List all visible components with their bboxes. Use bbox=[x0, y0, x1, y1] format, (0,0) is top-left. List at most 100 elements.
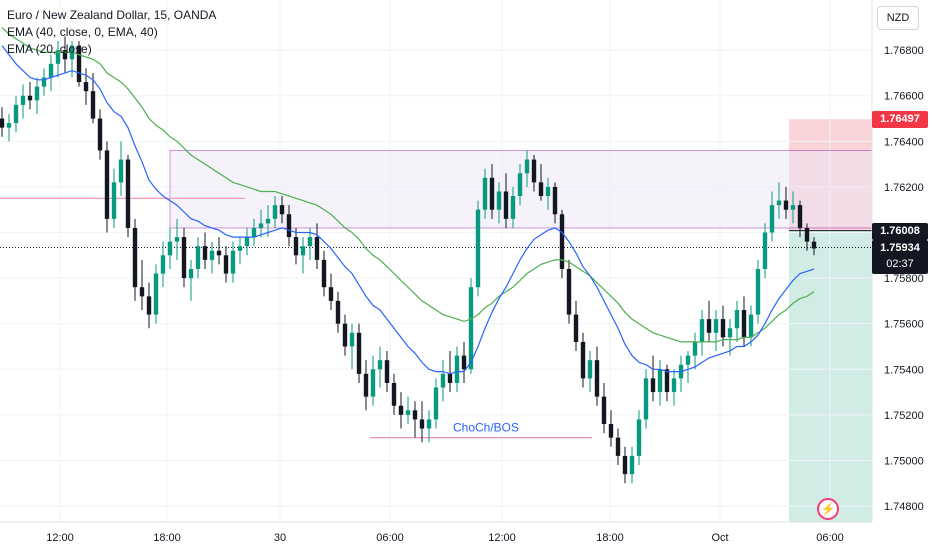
candle-body bbox=[741, 310, 747, 338]
candle-body bbox=[370, 369, 376, 397]
y-tick-label: 1.76200 bbox=[884, 182, 924, 194]
x-tick-label: 18:00 bbox=[153, 532, 181, 544]
candle-body bbox=[216, 250, 222, 256]
candle-body bbox=[783, 200, 789, 210]
candle-body bbox=[321, 259, 327, 288]
candle-body bbox=[111, 182, 117, 219]
candle-body bbox=[27, 95, 33, 101]
chart-legend: Euro / New Zealand Dollar, 15, OANDA EMA… bbox=[7, 7, 216, 58]
candle-body bbox=[356, 332, 362, 374]
countdown-timer: 02:37 bbox=[886, 257, 914, 270]
candle-body bbox=[300, 246, 306, 256]
candle-body bbox=[286, 214, 292, 238]
candle-body bbox=[314, 237, 320, 260]
candle-body bbox=[531, 159, 537, 183]
currency-button[interactable]: NZD bbox=[877, 6, 919, 30]
candle-body bbox=[734, 310, 740, 329]
candle-body bbox=[566, 268, 572, 315]
candle-body bbox=[650, 378, 656, 393]
candle-body bbox=[223, 255, 229, 274]
candle-body bbox=[174, 237, 180, 242]
ema20-legend[interactable]: EMA (20, close) bbox=[7, 42, 92, 56]
ema20-line bbox=[1, 45, 815, 375]
candle-body bbox=[188, 268, 194, 279]
x-tick-label: 06:00 bbox=[376, 532, 404, 544]
candle-body bbox=[559, 214, 565, 269]
ema40-line bbox=[1, 26, 815, 343]
symbol-title[interactable]: Euro / New Zealand Dollar, 15, OANDA bbox=[7, 8, 217, 22]
x-tick-label: 18:00 bbox=[596, 532, 624, 544]
candle-body bbox=[636, 419, 642, 456]
candle-body bbox=[258, 223, 264, 228]
x-tick-label: 06:00 bbox=[816, 532, 844, 544]
candle-body bbox=[468, 287, 474, 370]
candle-body bbox=[482, 177, 488, 210]
candle-body bbox=[398, 405, 404, 415]
candle-body bbox=[76, 45, 82, 83]
candle-body bbox=[62, 50, 68, 60]
bos-label: ChoCh/BOS bbox=[453, 421, 519, 435]
candle-body bbox=[293, 237, 299, 256]
candle-body bbox=[349, 332, 355, 347]
candle-body bbox=[90, 91, 96, 119]
y-tick-label: 1.76800 bbox=[884, 45, 924, 57]
candle-body bbox=[125, 159, 131, 228]
last-price-badge: 1.75934 02:37 bbox=[872, 239, 928, 274]
candle-body bbox=[608, 423, 614, 438]
ema40-legend[interactable]: EMA (40, close, 0, EMA, 40) bbox=[7, 25, 158, 39]
lightning-icon[interactable]: ⚡ bbox=[817, 498, 839, 520]
candle-body bbox=[601, 396, 607, 424]
candle-body bbox=[706, 319, 712, 333]
candle-body bbox=[762, 232, 768, 269]
candle-body bbox=[797, 205, 803, 228]
candle-body bbox=[48, 63, 54, 78]
candle-body bbox=[496, 191, 502, 210]
candle-body bbox=[83, 82, 89, 92]
candle-body bbox=[503, 191, 509, 219]
candle-body bbox=[615, 437, 621, 456]
candle-body bbox=[629, 455, 635, 475]
candle-body bbox=[713, 319, 719, 333]
candle-body bbox=[811, 241, 817, 249]
candle-body bbox=[202, 246, 208, 260]
x-tick-label: 12:00 bbox=[46, 532, 74, 544]
candle-body bbox=[391, 382, 397, 406]
y-tick-label: 1.76400 bbox=[884, 136, 924, 148]
candle-body bbox=[755, 268, 761, 315]
candle-body bbox=[426, 419, 432, 429]
candle-body bbox=[748, 314, 754, 338]
entry-price-badge: 1.76008 bbox=[872, 222, 928, 240]
candle-body bbox=[181, 237, 187, 279]
candle-body bbox=[552, 186, 558, 215]
y-tick-label: 1.75200 bbox=[884, 410, 924, 422]
y-tick-label: 1.75600 bbox=[884, 319, 924, 331]
candle-body bbox=[524, 159, 530, 174]
candle-body bbox=[419, 419, 425, 429]
candle-body bbox=[377, 360, 383, 370]
x-tick-label: Oct bbox=[711, 532, 728, 544]
candle-body bbox=[363, 373, 369, 397]
candle-body bbox=[6, 123, 12, 128]
candle-body bbox=[132, 227, 138, 288]
y-tick-label: 1.75800 bbox=[884, 273, 924, 285]
candle-body bbox=[573, 314, 579, 342]
candle-body bbox=[160, 255, 166, 274]
candle-body bbox=[580, 341, 586, 379]
candle-body bbox=[118, 159, 124, 183]
candle-body bbox=[804, 227, 810, 242]
candle-body bbox=[622, 455, 628, 475]
candle-body bbox=[587, 360, 593, 379]
candle-body bbox=[13, 104, 19, 124]
candle-body bbox=[146, 296, 152, 315]
candle-body bbox=[153, 273, 159, 315]
x-tick-label: 30 bbox=[274, 532, 286, 544]
candle-body bbox=[104, 150, 110, 219]
x-tick-label: 12:00 bbox=[488, 532, 516, 544]
candle-body bbox=[671, 378, 677, 393]
candle-body bbox=[20, 95, 26, 105]
candle-body bbox=[692, 341, 698, 356]
candle-body bbox=[244, 237, 250, 247]
candle-body bbox=[461, 355, 467, 370]
